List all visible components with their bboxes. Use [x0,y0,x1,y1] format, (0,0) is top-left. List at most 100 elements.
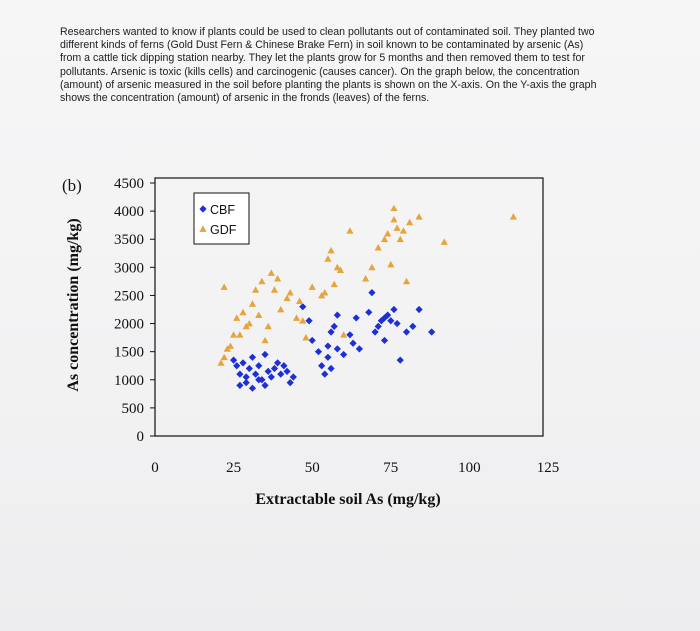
x-tick-label: 75 [383,460,398,476]
cbf-point [324,353,332,361]
gdf-point [220,283,228,290]
question-text: Researchers wanted to know if plants cou… [60,26,597,105]
cbf-point [327,364,335,373]
y-tick-label: 2500 [114,288,144,304]
cbf-point [396,356,404,364]
gdf-point [330,280,338,288]
gdf-point [286,289,294,296]
gdf-point [230,331,238,338]
legend-gdf-marker [199,225,207,232]
cbf-point [327,328,335,336]
cbf-point [264,367,272,375]
legend-cbf-label: CBF [210,203,235,217]
cbf-point [248,384,257,392]
cbf-point [242,378,250,387]
cbf-point [371,328,379,336]
gdf-point [270,286,279,293]
cbf-point [380,336,389,345]
y-tick-label: 4500 [114,176,144,192]
cbf-point [245,364,253,373]
gdf-point [406,218,414,226]
panel-label: (b) [62,176,82,195]
cbf-point [333,345,341,353]
gdf-point [264,322,272,330]
gdf-point [255,311,263,319]
cbf-point [352,314,360,322]
y-tick-label: 4000 [114,204,144,220]
gdf-point [267,269,275,276]
cbf-point [393,319,401,328]
cbf-point [346,331,354,339]
cbf-point [365,308,373,316]
gdf-point [283,294,291,302]
cbf-point [384,311,392,319]
gdf-point [233,314,241,321]
cbf-point [330,322,338,330]
cbf-point [233,362,241,370]
cbf-point [299,303,307,311]
y-tick-label: 500 [122,401,145,417]
gdf-point [245,319,253,327]
cbf-point [289,373,297,381]
cbf-point [261,350,269,359]
y-tick-label: 3500 [114,232,144,248]
x-tick-label: 0 [151,460,159,476]
gdf-point [324,255,332,262]
legend-gdf-label: GDF [210,223,237,237]
cbf-point [415,305,423,314]
gdf-point [415,213,423,220]
cbf-point [239,359,247,367]
cbf-point [368,289,376,297]
gdf-point [402,277,411,285]
cbf-point [236,370,244,378]
cbf-point [274,359,282,367]
y-tick-label: 3000 [114,260,144,276]
gdf-point [387,260,395,268]
gdf-point [296,297,304,304]
cbf-point [355,345,363,353]
gdf-point [261,336,269,344]
cbf-point [270,364,279,373]
gdf-point [277,305,285,313]
gdf-point [384,230,392,237]
cbf-point [333,311,341,319]
gdf-point [239,308,247,316]
y-axis-label: As concentration (mg/kg) [65,218,82,391]
gdf-point [302,334,310,341]
cbf-point [252,370,260,378]
cbf-point [255,376,263,384]
gdf-point [380,235,389,243]
gdf-point [308,283,316,290]
gdf-point [292,314,301,321]
cbf-point [380,314,389,322]
cbf-point [387,317,395,325]
cbf-point [374,322,382,330]
cbf-point [261,381,269,389]
y-tick-label: 1500 [114,345,144,361]
gdf-point [396,235,404,243]
cbf-point [277,370,285,378]
gdf-point [226,342,235,349]
x-tick-label: 50 [305,460,320,476]
gdf-point [509,213,518,220]
y-tick-label: 0 [137,429,145,445]
cbf-point [409,322,417,330]
gdf-point [299,317,307,324]
cbf-point [242,373,250,381]
cbf-point [308,336,316,345]
gdf-point [340,331,348,338]
cbf-point [255,362,263,370]
x-tick-label: 100 [458,460,481,476]
x-axis-label: Extractable soil As (mg/kg) [255,491,440,508]
cbf-point [390,305,398,314]
gdf-point [390,204,398,212]
cbf-point [402,328,411,336]
y-axis: 0 500 1000 1500 2000 2500 3000 3500 4000 4500 [114,176,155,445]
gdf-point [399,227,407,234]
x-tick-label: 125 [537,460,560,476]
gdf-point [220,353,228,361]
cbf-point [286,378,294,387]
cbf-point [349,339,357,347]
